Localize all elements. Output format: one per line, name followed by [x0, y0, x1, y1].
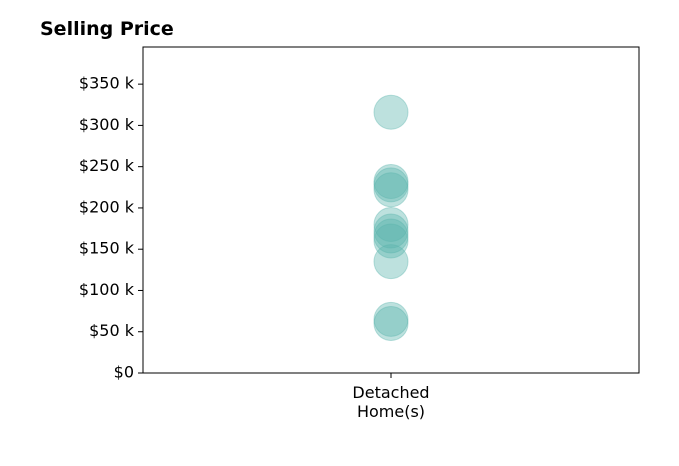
data-point	[373, 218, 409, 254]
x-axis: Detached Home(s)	[352, 373, 430, 421]
chart-title: Selling Price	[40, 18, 174, 40]
x-tick-label: Detached Home(s)	[352, 383, 429, 421]
y-axis: $0 $50 k $100 k $150 k $200 k $250 k $300 k $35…	[79, 74, 143, 382]
x-tick-label-line: Home(s)	[357, 402, 425, 421]
data-point	[373, 244, 409, 280]
data-point	[373, 172, 409, 208]
data-point	[373, 305, 409, 341]
data-point	[373, 94, 409, 130]
data-point	[373, 164, 409, 200]
y-tick-label: $50 k	[89, 321, 135, 340]
data-point	[373, 301, 409, 337]
plot-frame	[142, 46, 640, 374]
data-point	[373, 223, 409, 259]
x-tick-label-line: Detached	[352, 383, 429, 402]
y-tick-label: $0	[114, 363, 134, 382]
data-point	[373, 167, 409, 203]
y-tick-label: $200 k	[79, 197, 135, 216]
y-tick-label: $150 k	[79, 239, 135, 258]
y-tick-label: $300 k	[79, 115, 135, 134]
y-tick-label: $100 k	[79, 280, 135, 299]
y-tick-label: $250 k	[79, 156, 135, 175]
data-point	[373, 206, 409, 242]
data-points	[373, 94, 409, 341]
data-point	[373, 213, 409, 249]
y-tick-label: $350 k	[79, 74, 135, 93]
